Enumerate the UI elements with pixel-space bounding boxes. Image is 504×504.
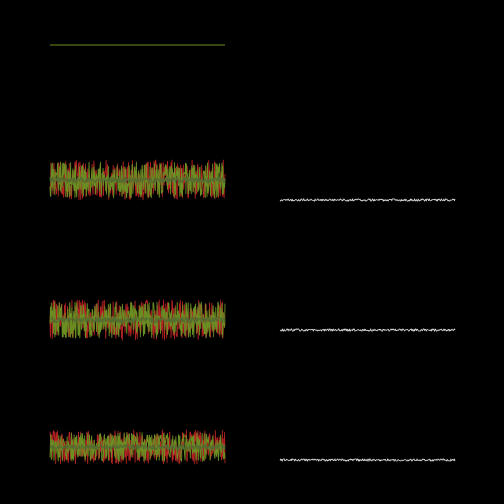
chart-background: [0, 0, 504, 504]
chart-grid: [0, 0, 504, 504]
